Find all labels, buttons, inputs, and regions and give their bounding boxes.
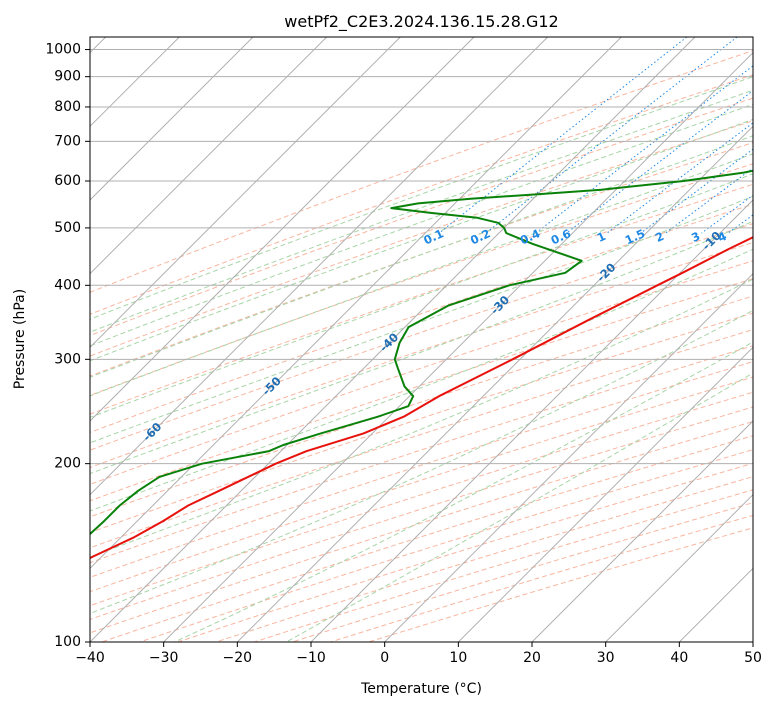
isotherm — [90, 37, 254, 201]
mixing-ratio-line — [438, 37, 688, 234]
moist-adiabat — [90, 103, 753, 347]
isotherm — [457, 346, 753, 642]
moist-adiabat — [90, 76, 753, 320]
y-tick-label: 900 — [54, 69, 81, 85]
y-tick-label: 600 — [54, 173, 81, 189]
isotherm — [90, 37, 622, 570]
mixing-ratio-line — [566, 90, 753, 234]
isotherm — [90, 37, 328, 275]
dry-adiabat — [90, 391, 753, 607]
moist-adiabat — [90, 173, 753, 418]
x-tick-label: 0 — [380, 650, 389, 666]
temperature-line — [90, 236, 753, 560]
background-lines — [90, 37, 753, 642]
dry-adiabat — [90, 223, 753, 451]
y-tick-label: 500 — [54, 220, 81, 236]
dry-adiabat — [90, 329, 753, 549]
moist-adiabat — [90, 195, 753, 444]
plot-frame — [89, 36, 754, 643]
isotherm — [90, 37, 401, 349]
isotherm — [384, 272, 753, 642]
isotherm — [90, 37, 549, 496]
x-tick-label: −30 — [149, 650, 179, 666]
mixing-ratio-line — [606, 122, 753, 234]
isotherm — [163, 51, 753, 642]
y-tick-label: 300 — [54, 351, 81, 367]
mixing-ratio-line — [535, 65, 753, 234]
isotherm — [90, 37, 696, 642]
y-tick-label: 800 — [54, 99, 81, 115]
y-tick-label: 1000 — [45, 42, 81, 58]
x-tick-label: −40 — [75, 650, 105, 666]
x-tick-label: 20 — [523, 650, 541, 666]
moist-adiabat — [174, 341, 753, 642]
dewpoint-line — [90, 169, 753, 536]
x-tick-label: 30 — [597, 650, 615, 666]
chart-title: wetPf2_C2E3.2024.136.15.28.G12 — [284, 12, 558, 32]
x-tick-label: −20 — [223, 650, 253, 666]
isotherm — [531, 420, 753, 642]
x-tick-label: −10 — [296, 650, 326, 666]
dry-adiabat — [90, 50, 753, 293]
isotherm — [90, 37, 475, 422]
profiles — [90, 169, 753, 560]
y-tick-label: 100 — [54, 634, 81, 650]
dry-adiabat — [90, 142, 753, 377]
y-tick-label: 200 — [54, 456, 81, 472]
isotherm — [310, 199, 753, 642]
dry-adiabat — [90, 361, 753, 578]
y-tick-label: 400 — [54, 277, 81, 293]
axes: −40 −30 −20 −10 0 10 20 30 40 50 100 200 300 400 500 60… — [45, 42, 762, 666]
dry-adiabat — [90, 278, 753, 502]
y-axis-label: Pressure (hPa) — [12, 289, 28, 389]
dry-adiabat — [90, 345, 753, 564]
moist-adiabat — [90, 278, 753, 558]
x-tick-label: 10 — [449, 650, 467, 666]
dry-adiabat — [90, 312, 753, 534]
isotherm — [605, 493, 753, 642]
y-tick-label: 700 — [54, 133, 81, 149]
moist-adiabat — [90, 118, 753, 362]
dry-adiabat — [90, 241, 753, 469]
isotherm — [236, 125, 753, 642]
dry-adiabat — [90, 163, 753, 396]
dry-adiabat — [90, 295, 753, 518]
x-tick-label: 40 — [670, 650, 688, 666]
dry-adiabat — [90, 97, 753, 337]
x-tick-label: 50 — [744, 650, 762, 666]
dry-adiabat — [90, 376, 753, 593]
x-axis-label: Temperature (°C) — [360, 681, 482, 697]
